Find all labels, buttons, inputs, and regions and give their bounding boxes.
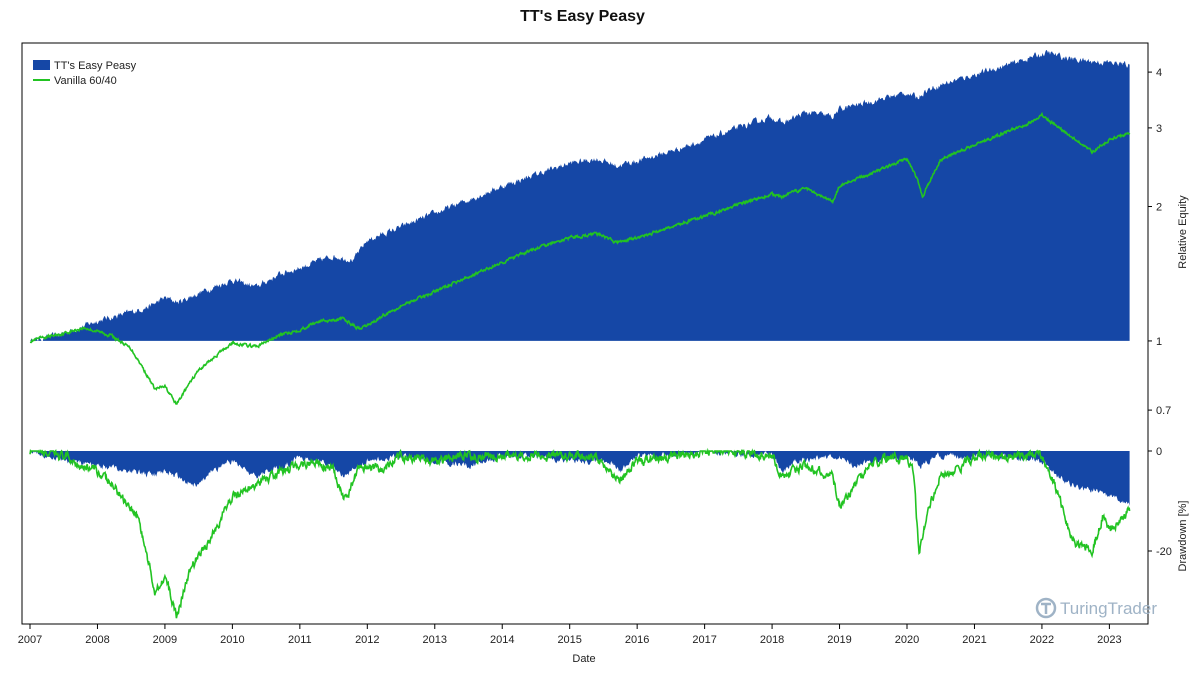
x-axis: 2007 2008 2009 2010 2011 2012 2013 2014 2015 2016… <box>18 624 1122 646</box>
x-tick-label: 2015 <box>557 634 581 646</box>
watermark-text: TuringTrader <box>1060 599 1157 618</box>
x-tick-label: 2012 <box>355 634 379 646</box>
equity-tick-label: 3 <box>1156 123 1162 135</box>
x-tick-label: 2016 <box>625 634 649 646</box>
legend-swatch-strategy <box>33 60 50 70</box>
x-tick-label: 2008 <box>85 634 109 646</box>
x-tick-label: 2020 <box>895 634 919 646</box>
x-axis-label: Date <box>572 653 595 665</box>
x-tick-label: 2007 <box>18 634 42 646</box>
equity-panel <box>29 50 1131 405</box>
equity-tick-label: 2 <box>1156 202 1162 214</box>
x-tick-label: 2017 <box>692 634 716 646</box>
equity-area-strategy <box>30 50 1130 341</box>
plot-frame <box>21 42 1149 625</box>
x-tick-label: 2022 <box>1030 634 1054 646</box>
equity-tick-label: 4 <box>1156 67 1162 79</box>
turingtrader-logo-icon <box>1035 597 1057 619</box>
equity-line-benchmark <box>29 111 1131 405</box>
equity-tick-label: 0.7 <box>1156 405 1171 417</box>
y-axis-label-drawdown: Drawdown [%] <box>1177 501 1189 572</box>
x-tick-label: 2023 <box>1097 634 1121 646</box>
turingtrader-logo-mark <box>1041 602 1051 614</box>
equity-tick-label: 1 <box>1156 336 1162 348</box>
x-tick-label: 2014 <box>490 634 514 646</box>
x-tick-label: 2013 <box>423 634 447 646</box>
x-tick-label: 2019 <box>827 634 851 646</box>
legend-label-strategy: TT's Easy Peasy <box>54 60 137 72</box>
x-tick-label: 2018 <box>760 634 784 646</box>
drawdown-panel <box>29 447 1131 619</box>
legend-label-benchmark: Vanilla 60/40 <box>54 75 117 87</box>
legend: TT's Easy Peasy Vanilla 60/40 <box>33 60 137 87</box>
drawdown-area-strategy <box>30 451 1130 506</box>
x-tick-label: 2010 <box>220 634 244 646</box>
drawdown-tick-label: -20 <box>1156 546 1172 558</box>
x-tick-label: 2011 <box>288 634 312 646</box>
chart-title: TT's Easy Peasy <box>520 8 645 25</box>
x-tick-label: 2021 <box>962 634 986 646</box>
drawdown-tick-label: 0 <box>1156 446 1162 458</box>
y-axis-label-equity: Relative Equity <box>1177 195 1189 269</box>
x-tick-label: 2009 <box>153 634 177 646</box>
right-axis: 0.7 1 2 3 4 0 -20 <box>1148 67 1172 558</box>
watermark: TuringTrader <box>1035 597 1157 619</box>
drawdown-line-benchmark <box>29 447 1131 619</box>
